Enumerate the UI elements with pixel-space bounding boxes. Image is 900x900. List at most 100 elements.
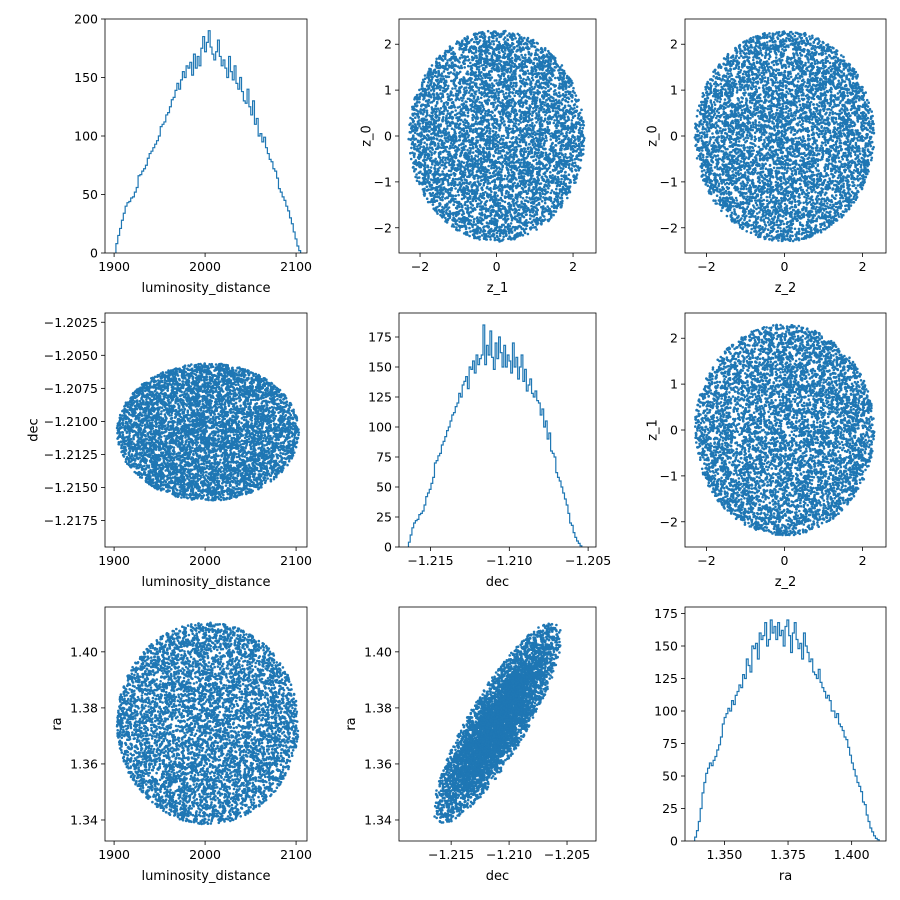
scatter-point [575,99,579,102]
scatter-point [415,173,418,176]
scatter-point [558,155,562,159]
scatter-point [462,76,466,79]
scatter-point [579,134,582,138]
scatter-point [480,234,484,237]
scatter-point [471,160,474,163]
scatter-point [563,118,566,121]
scatter-point [542,108,546,111]
scatter-point [474,120,478,123]
scatter-point [451,100,455,104]
scatter-point [508,32,511,35]
scatter-point [498,202,502,205]
scatter-point [552,203,556,207]
scatter-point [447,95,451,98]
scatter-point [499,196,503,200]
scatter-point [417,121,420,125]
scatter-point [564,119,568,123]
scatter-point [520,165,524,169]
scatter-point [538,122,542,126]
scatter-point [556,154,559,158]
scatter-point [479,96,483,100]
scatter-point [461,213,464,216]
scatter-point [447,169,451,173]
scatter-point [422,98,425,101]
scatter-point [533,85,537,89]
scatter-point [550,103,554,107]
scatter-point [482,178,486,181]
scatter-point [427,173,430,177]
scatter-point [566,191,570,194]
scatter-point [551,74,554,77]
scatter-point [429,89,433,92]
scatter-point [497,151,500,155]
scatter-point [549,58,553,61]
scatter-point [499,204,503,208]
scatter-point [506,214,509,218]
scatter-point [452,72,455,75]
scatter-point [520,182,523,185]
scatter-point [530,76,534,80]
plot-area [115,30,302,253]
scatter-point [409,151,412,155]
scatter-point [523,36,526,40]
scatter-point [440,99,443,103]
scatter-point [441,139,444,143]
scatter-point [458,122,462,126]
scatter-point [477,127,481,130]
scatter-point [502,61,506,64]
scatter-point [450,52,453,55]
scatter-point [543,103,546,107]
scatter-point [476,86,479,89]
scatter-point [467,59,470,62]
scatter-point [492,130,495,133]
scatter-point [494,101,497,104]
scatter-point [454,197,457,201]
scatter-point [427,148,430,151]
scatter-point [474,199,478,203]
scatter-point [411,151,414,154]
scatter-point [499,180,502,184]
scatter-point [526,154,530,158]
scatter-point [435,195,439,199]
scatter-point [462,182,466,185]
scatter-point [432,69,436,72]
scatter-point [472,94,475,98]
scatter-point [505,151,509,154]
scatter-point [474,149,478,153]
scatter-point [482,147,486,150]
scatter-point [530,44,533,47]
scatter-point [489,230,493,233]
scatter-point [457,159,461,163]
scatter-point [464,139,468,143]
scatter-point [559,132,563,136]
scatter-point [552,97,555,100]
scatter-point [498,126,502,130]
scatter-point [570,99,574,103]
scatter-point [563,94,567,97]
scatter-point [455,71,459,74]
scatter-point [530,70,533,73]
scatter-point [464,224,467,227]
scatter-point [460,128,464,131]
scatter-point [559,94,562,98]
scatter-point [503,159,507,162]
scatter-point [497,40,501,44]
scatter-point [513,94,516,98]
scatter-point [503,120,506,123]
scatter-point [456,112,459,115]
scatter-point [513,155,516,159]
scatter-point [546,190,549,194]
scatter-point [421,113,425,116]
scatter-point [506,217,510,221]
scatter-point [488,129,492,133]
scatter-point [457,148,461,151]
scatter-point [473,176,476,179]
scatter-point [514,225,518,229]
scatter-point [525,78,528,82]
scatter-point [450,198,454,202]
scatter-point [549,197,552,200]
scatter-point [492,105,495,109]
scatter-point [539,142,542,145]
scatter-point [539,64,542,67]
